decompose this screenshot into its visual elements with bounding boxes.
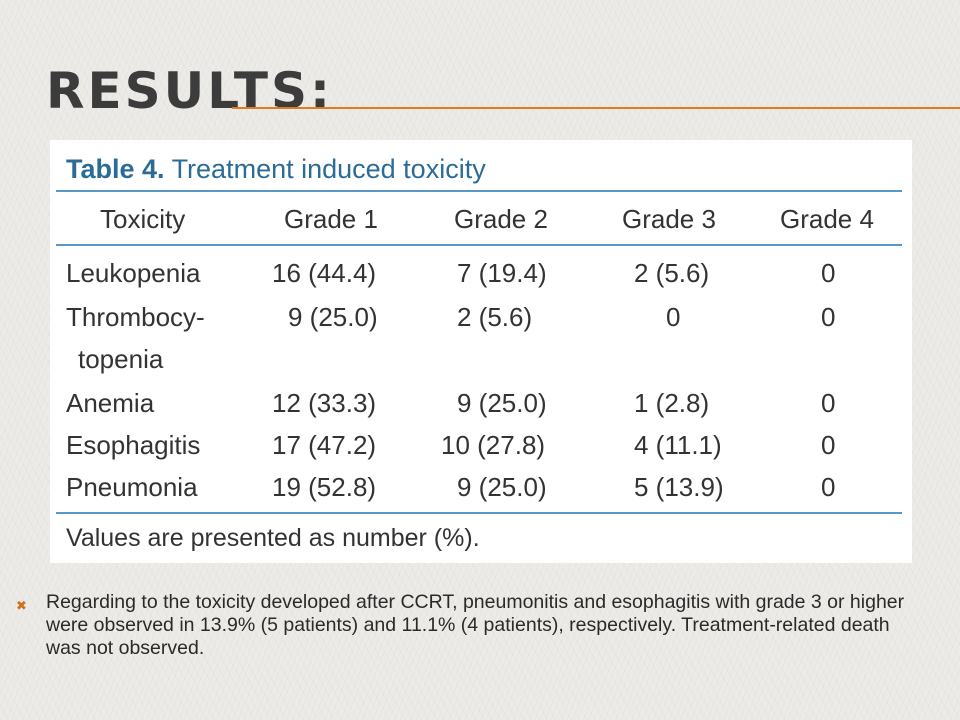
x-bullet-icon: ✖ [16,598,27,613]
table-caption-number: Table 4. [66,154,165,184]
cell-grade-3: 0 [666,302,681,332]
cell-grade-4: 0 [821,388,836,418]
cell-grade-3: 5 (13.9) [634,472,724,502]
bullet-text: Regarding to the toxicity developed afte… [46,591,905,659]
cell-grade-1: 16 (44.4) [272,258,377,288]
table-top-rule [56,190,902,192]
column-header-grade-2: Grade 2 [454,204,548,234]
table-caption: Table 4. Treatment induced toxicity [66,154,486,185]
toxicity-table-image: Table 4. Treatment induced toxicity Toxi… [50,140,912,563]
cell-grade-2: 10 (27.8) [441,430,546,460]
table-header-rule [56,244,902,246]
cell-grade-4: 0 [821,430,836,460]
cell-grade-4: 0 [821,302,836,332]
table-footnote: Values are presented as number (%). [66,524,480,552]
column-header-grade-1: Grade 1 [284,204,378,234]
cell-grade-4: 0 [821,258,836,288]
cell-grade-3: 2 (5.6) [634,258,710,288]
row-label: Leukopenia [66,258,201,288]
cell-grade-1: 19 (52.8) [272,472,377,502]
row-label: Anemia [66,388,155,418]
row-label: Thrombocy- [66,302,205,332]
title-underline [232,107,960,109]
row-label: Esophagitis [66,430,201,460]
cell-grade-3: 1 (2.8) [634,388,710,418]
cell-grade-1: 9 (25.0) [288,302,378,332]
cell-grade-2: 9 (25.0) [457,472,547,502]
column-header-grade-4: Grade 4 [780,204,874,234]
cell-grade-1: 17 (47.2) [272,430,377,460]
row-label: Pneumonia [66,472,198,502]
cell-grade-1: 12 (33.3) [272,388,377,418]
cell-grade-2: 2 (5.6) [457,302,533,332]
cell-grade-4: 0 [821,472,836,502]
table-caption-text: Treatment induced toxicity [171,154,486,184]
cell-grade-3: 4 (11.1) [634,430,722,460]
column-header-grade-3: Grade 3 [622,204,716,234]
cell-grade-2: 9 (25.0) [457,388,547,418]
row-label-continuation: topenia [78,344,164,374]
cell-grade-2: 7 (19.4) [457,258,547,288]
table-bottom-rule [56,512,902,514]
column-header-toxicity: Toxicity [100,204,186,234]
